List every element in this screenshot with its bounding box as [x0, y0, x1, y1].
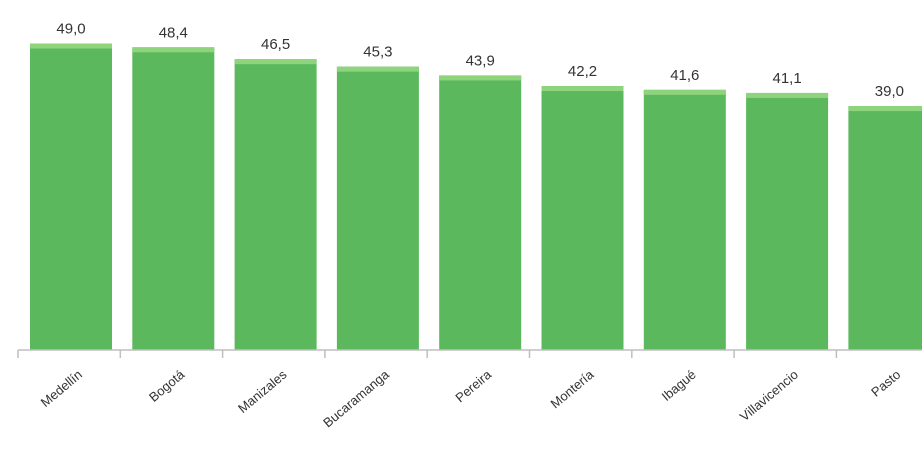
bar-top-highlight — [746, 92, 829, 98]
data-label: 48,4 — [159, 24, 188, 41]
bar-top-highlight — [643, 89, 726, 95]
x-axis-tick-label: Bogotá — [146, 366, 188, 404]
bar-top-highlight — [132, 47, 215, 53]
bar — [336, 66, 419, 351]
data-label: 41,1 — [772, 70, 801, 87]
bar — [234, 59, 317, 350]
bar — [541, 86, 624, 350]
bars-group — [30, 43, 922, 351]
data-label: 49,0 — [56, 21, 85, 38]
bar — [643, 89, 726, 350]
x-axis-tick-label: Pasto — [868, 367, 903, 400]
x-axis-tick-label: Pereira — [452, 366, 494, 405]
bar-top-highlight — [439, 75, 522, 81]
bar — [746, 92, 829, 351]
bar-top-highlight — [848, 106, 922, 112]
bar — [439, 75, 522, 350]
data-labels-group: 49,0 48,4 46,5 45,3 43,9 42,2 41,6 41,1 39,0 — [56, 21, 904, 101]
bar — [30, 43, 112, 350]
x-axis-tick-label: Ibagué — [659, 367, 699, 404]
data-label: 41,6 — [670, 67, 699, 84]
bar-top-highlight — [541, 86, 624, 92]
data-label: 46,5 — [261, 36, 290, 53]
bar-top-highlight — [30, 43, 112, 49]
x-axis-tick-label: Medellín — [38, 367, 85, 410]
x-axis-tick-labels-group: Medellín Bogotá Manizales Bucaramanga Pereir… — [38, 366, 904, 430]
x-axis-tick-label: Bucaramanga — [320, 366, 392, 430]
x-axis-ticks-group — [17, 350, 838, 358]
data-label: 39,0 — [875, 83, 904, 100]
data-label: 42,2 — [568, 63, 597, 80]
data-label: 45,3 — [363, 44, 392, 61]
bar-top-highlight — [234, 59, 317, 65]
bar — [132, 47, 215, 350]
x-axis-tick-label: Montería — [547, 366, 597, 411]
data-label: 43,9 — [466, 52, 495, 69]
bar-top-highlight — [336, 66, 419, 72]
bar — [848, 106, 922, 350]
x-axis-tick-label: Villavicencio — [737, 367, 801, 424]
x-axis-tick-label: Manizales — [235, 366, 290, 415]
